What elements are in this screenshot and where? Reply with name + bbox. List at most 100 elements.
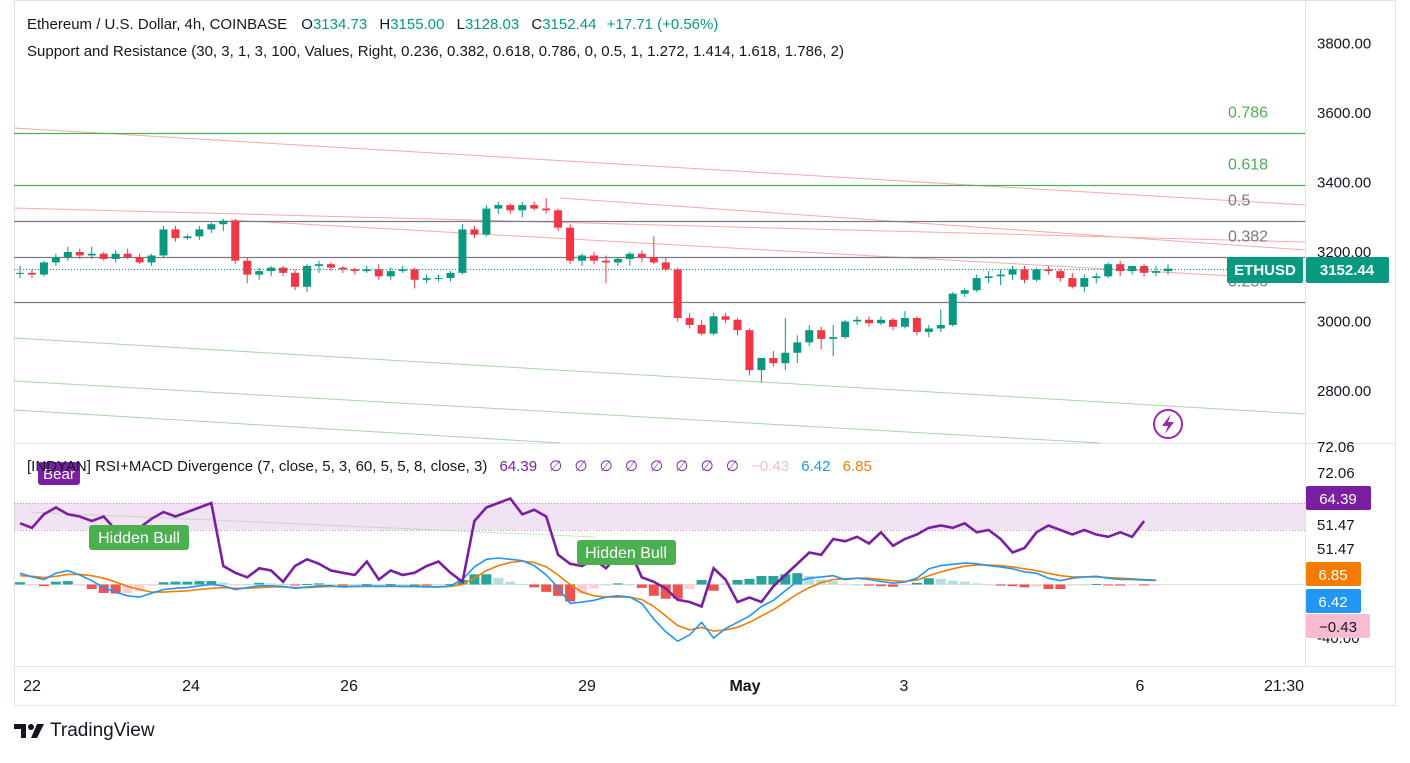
candle-body	[279, 267, 288, 273]
candle-body	[171, 229, 180, 239]
histogram-bar	[768, 575, 779, 585]
candle-body	[769, 357, 778, 364]
histogram-bar	[481, 574, 492, 585]
hidden-bull-label: Hidden Bull	[89, 525, 189, 550]
low-label: L	[456, 16, 465, 33]
histogram-bar	[266, 583, 277, 585]
candle-body	[243, 260, 252, 275]
candle-body	[374, 269, 383, 277]
histogram-bar	[194, 581, 205, 585]
histogram-bar	[899, 584, 910, 586]
indicator-badges: 64.39 6.85 6.42 −0.43	[1306, 486, 1371, 638]
candle-body	[625, 253, 634, 259]
histogram-bar	[1091, 583, 1102, 585]
histogram-bar	[600, 584, 611, 586]
candle-body	[434, 278, 443, 280]
main-legend[interactable]: Ethereum / U.S. Dollar, 4h, COINBASE O31…	[27, 16, 718, 33]
histogram-bar	[1139, 584, 1150, 586]
histogram-bar	[636, 584, 647, 588]
svg-text:Hidden Bull: Hidden Bull	[98, 530, 180, 547]
candle-body	[1020, 269, 1029, 280]
histogram-bar	[852, 584, 863, 586]
candle-body	[649, 257, 658, 263]
candle-body	[877, 319, 885, 324]
rsi-band	[14, 503, 1305, 530]
histogram-bar	[1019, 584, 1030, 588]
price-axis-label: 3200.00	[1317, 244, 1371, 261]
rsi-macd-legend[interactable]: [INDYAN] RSI+MACD Divergence (7, close, …	[27, 457, 872, 475]
histogram-bar	[756, 575, 767, 585]
candle-body	[757, 357, 766, 371]
histogram-bar	[146, 584, 157, 586]
price-axis-label: 3800.00	[1317, 36, 1371, 53]
candle-body	[733, 319, 742, 331]
candle-body	[853, 319, 862, 322]
signal-line	[19, 560, 1157, 632]
candle-body	[554, 210, 563, 228]
candle-body	[27, 272, 36, 275]
histogram-bar	[218, 582, 229, 585]
candle-body	[530, 205, 539, 209]
time-axis-label: 26	[340, 678, 358, 695]
candle-body	[1152, 271, 1161, 273]
open-label: O	[301, 16, 313, 33]
candle-body	[960, 290, 969, 294]
histogram-bar	[553, 584, 564, 596]
time-axis: 22 24 26 29 May 3 6 21:30	[23, 678, 1304, 695]
close-label: C	[531, 16, 543, 33]
histogram-bar	[720, 583, 731, 585]
symbol-price-badge: ETHUSD 3152.44	[1227, 257, 1389, 283]
candle-body	[924, 328, 933, 332]
candle-body	[984, 276, 993, 279]
histogram-bar	[732, 579, 743, 585]
time-axis-label: 22	[23, 678, 41, 695]
svg-text:Hidden Bull: Hidden Bull	[585, 545, 667, 562]
divergence-line	[29, 511, 596, 538]
histogram-bar	[911, 582, 922, 585]
candle-body	[1164, 268, 1172, 272]
candle-body	[51, 257, 60, 263]
candle-body	[1104, 264, 1113, 277]
candle-body	[147, 255, 156, 263]
divergence-legend-values: ∅ ∅ ∅ ∅ ∅ ∅ ∅ ∅	[549, 458, 743, 475]
lightning-icon[interactable]	[1153, 409, 1183, 439]
histogram-bar	[361, 583, 372, 585]
sr-indicator-legend[interactable]: Support and Resistance (30, 3, 1, 3, 100…	[27, 43, 844, 60]
hist-badge-text: −0.43	[1319, 619, 1357, 636]
time-axis-label: 24	[182, 678, 200, 695]
histogram-bar	[278, 583, 289, 585]
candle-body	[422, 278, 431, 280]
candle-body	[936, 324, 945, 329]
histogram-bar	[804, 575, 815, 585]
histogram-bar	[935, 578, 946, 585]
trend-lines	[13, 127, 1306, 444]
rsi-legend-value: 64.39	[499, 458, 538, 475]
histogram-bar	[349, 584, 360, 586]
price-badge-text: 3152.44	[1320, 262, 1375, 279]
histogram-bar	[1103, 584, 1114, 586]
histogram-bar	[230, 584, 241, 586]
histogram-bar	[840, 584, 851, 586]
candle-body	[446, 272, 455, 279]
tradingview-icon	[14, 724, 44, 738]
candle-body	[601, 260, 610, 263]
candle-body	[482, 208, 491, 235]
high-value: 3155.00	[390, 16, 445, 33]
tradingview-logo[interactable]: TradingView	[14, 720, 155, 742]
candle-body	[99, 253, 108, 259]
price-badge	[1306, 257, 1389, 283]
support-trendline	[13, 380, 1101, 444]
candle-body	[410, 269, 419, 280]
histogram-bar	[493, 577, 504, 585]
time-axis-label: 21:30	[1264, 678, 1304, 695]
candle-body	[948, 293, 957, 325]
histogram-bar	[1151, 584, 1162, 586]
histogram-bar	[971, 583, 982, 585]
candle-body	[1128, 265, 1137, 272]
resistance-trendline	[559, 197, 1306, 251]
candle-body	[1116, 264, 1125, 272]
histogram-bar	[517, 583, 528, 585]
